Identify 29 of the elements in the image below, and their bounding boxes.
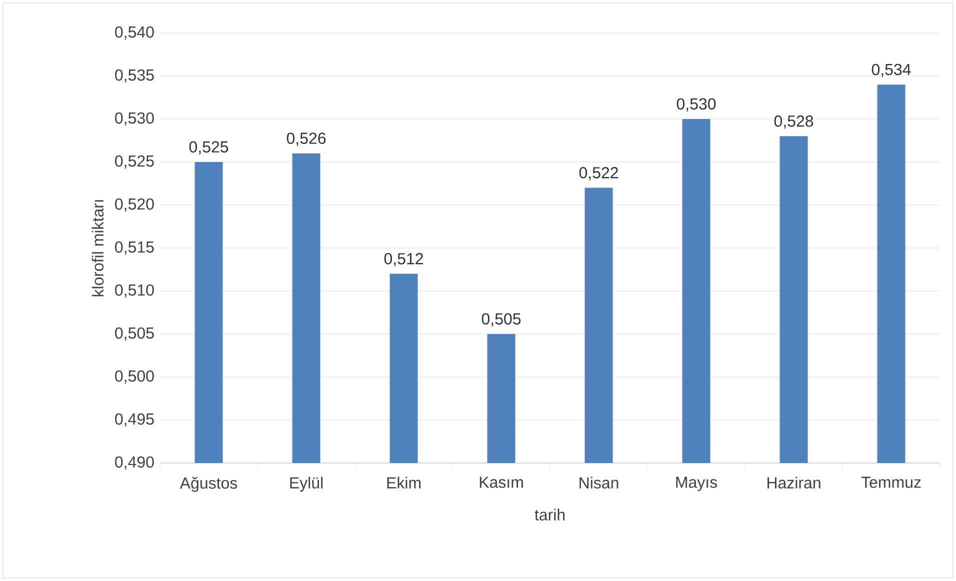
y-tick-label: 0,500 [115, 370, 154, 384]
data-label: 0,530 [676, 98, 716, 112]
data-label: 0,522 [579, 167, 618, 180]
y-tick-label: 0,525 [115, 155, 154, 169]
y-tick-label: 0,490 [115, 456, 154, 470]
x-tick-label: Eylül [290, 476, 323, 492]
x-tick-label: Temmuz [861, 476, 921, 488]
data-label: 0,505 [482, 313, 521, 326]
x-tick-label: Kasım [480, 476, 523, 488]
data-label: 0,534 [872, 64, 911, 78]
data-label: 0,526 [286, 132, 326, 146]
x-tick-label: Ağustos [180, 476, 238, 492]
y-tick-label: 0,530 [115, 112, 154, 126]
x-tick-label: Nisan [580, 476, 618, 489]
x-tick-label: Haziran [768, 476, 820, 489]
y-tick-label: 0,495 [115, 413, 154, 427]
y-tick-label: 0,515 [115, 241, 154, 255]
x-tick-label: Mayıs [676, 476, 718, 492]
data-label: 0,528 [774, 115, 814, 129]
x-axis-title: tarih [534, 508, 565, 520]
y-tick-label: 0,540 [115, 26, 154, 40]
data-label: 0,525 [189, 141, 228, 154]
y-tick-label: 0,535 [115, 69, 154, 83]
x-tick-label: Ekim [387, 476, 420, 488]
y-tick-label: 0,510 [115, 284, 154, 298]
y-tick-label: 0,505 [115, 327, 154, 341]
y-axis-title: klorofil miktarı [92, 200, 104, 296]
data-label: 0,512 [384, 253, 423, 266]
y-tick-label: 0,520 [115, 198, 154, 212]
